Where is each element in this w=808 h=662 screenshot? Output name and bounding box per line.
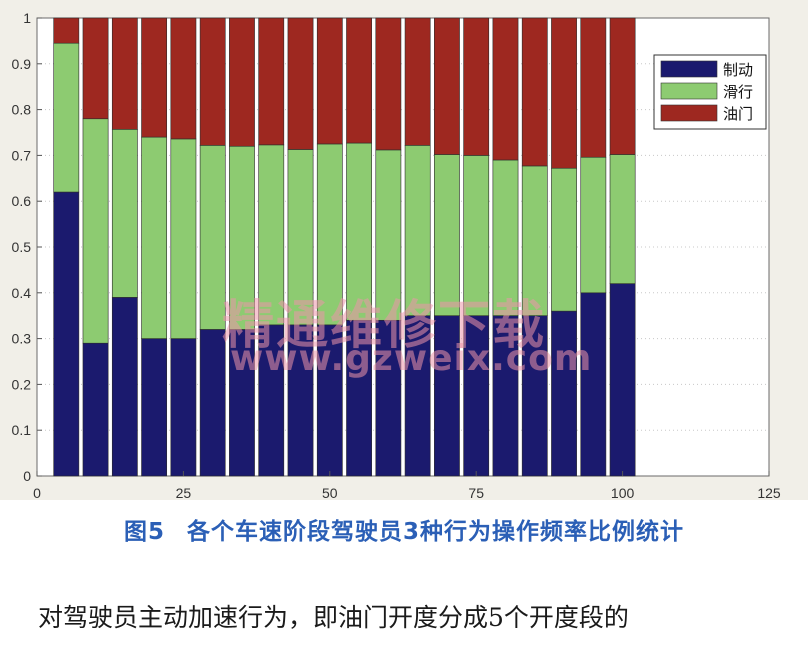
bar-segment-coast bbox=[434, 154, 460, 316]
y-tick-label: 0.7 bbox=[12, 147, 32, 163]
bar-segment-coast bbox=[551, 167, 577, 312]
x-tick-label: 75 bbox=[468, 485, 484, 500]
x-tick-label: 25 bbox=[176, 485, 192, 500]
bar-segment-throttle bbox=[463, 17, 490, 156]
bar-segment-brake bbox=[346, 319, 372, 477]
bar-segment-brake bbox=[316, 324, 343, 477]
bar-segment-brake bbox=[229, 329, 255, 477]
bar-segment-coast bbox=[229, 145, 255, 330]
x-tick-label: 0 bbox=[33, 485, 41, 500]
bar-segment-coast bbox=[404, 145, 431, 317]
x-axis-ticks: 0 25 50 75 100 125 bbox=[33, 471, 781, 500]
bar-segment-coast bbox=[580, 156, 607, 294]
bar-segment-brake bbox=[521, 315, 548, 477]
x-tick-label: 50 bbox=[322, 485, 338, 500]
bar-segment-coast bbox=[53, 42, 80, 193]
x-tick-label: 125 bbox=[757, 485, 781, 500]
body-paragraph: 对驾驶员主动加速行为，即油门开度分成5个开度段的 bbox=[38, 603, 629, 632]
bar-segment-throttle bbox=[258, 17, 285, 146]
y-tick-label: 1 bbox=[23, 10, 31, 26]
bar-segment-brake bbox=[111, 297, 138, 477]
bar-segment-brake bbox=[141, 338, 168, 477]
stacked-bar-chart: 0 0.1 0.2 0.3 0.4 0.5 0.6 0.7 0.8 0.9 1 0 25 50 75 100… bbox=[0, 0, 808, 500]
y-tick-label: 0.5 bbox=[12, 239, 32, 255]
bar-segment-throttle bbox=[170, 17, 197, 140]
bar-segment-coast bbox=[609, 154, 636, 284]
bar-segment-coast bbox=[521, 165, 548, 317]
bar-segment-coast bbox=[111, 128, 138, 298]
legend-label-throttle: 油门 bbox=[723, 105, 753, 123]
y-tick-label: 0.4 bbox=[12, 285, 32, 301]
bar-segment-brake bbox=[170, 338, 197, 477]
bar-segment-brake bbox=[463, 315, 490, 477]
bar-segment-throttle bbox=[287, 17, 314, 150]
bar-segment-brake bbox=[551, 310, 577, 477]
bar-segment-throttle bbox=[521, 17, 548, 167]
figure-caption: 图5 各个车速阶段驾驶员3种行为操作频率比例统计 bbox=[0, 512, 808, 546]
bar-segment-coast bbox=[463, 155, 490, 316]
bar-segment-throttle bbox=[346, 17, 372, 144]
bar-segment-throttle bbox=[434, 17, 460, 155]
y-tick-label: 0.2 bbox=[12, 376, 32, 392]
y-tick-label: 0.8 bbox=[12, 102, 32, 118]
bar-segment-throttle bbox=[199, 17, 226, 146]
bar-segment-throttle bbox=[551, 17, 577, 169]
figure-number: 图5 bbox=[123, 519, 165, 545]
bar-segment-coast bbox=[258, 144, 285, 326]
bar-segment-brake bbox=[404, 315, 431, 477]
bar-segment-throttle bbox=[53, 17, 80, 44]
bar-segment-brake bbox=[375, 319, 402, 477]
y-tick-label: 0.6 bbox=[12, 193, 32, 209]
bar-segment-brake bbox=[199, 329, 226, 477]
bar-segment-brake bbox=[258, 324, 285, 477]
bar-segment-throttle bbox=[404, 17, 431, 146]
bar-segment-brake bbox=[609, 283, 636, 477]
bar-segment-throttle bbox=[316, 17, 343, 145]
bar-segment-coast bbox=[141, 136, 168, 339]
y-tick-label: 0.1 bbox=[12, 422, 32, 438]
x-tick-label: 100 bbox=[611, 485, 635, 500]
bar-segment-brake bbox=[492, 315, 519, 477]
legend-swatch-brake bbox=[660, 60, 718, 78]
bar-segment-throttle bbox=[111, 17, 138, 130]
bar-segment-brake bbox=[53, 191, 80, 477]
bar-segment-throttle bbox=[229, 17, 255, 147]
legend-swatch-throttle bbox=[660, 104, 718, 122]
bar-segment-throttle bbox=[492, 17, 519, 161]
bar-segment-throttle bbox=[375, 17, 402, 151]
bar-segment-brake bbox=[82, 342, 109, 477]
bar-stacks bbox=[53, 17, 636, 477]
bar-segment-coast bbox=[82, 118, 109, 344]
y-tick-label: 0.3 bbox=[12, 331, 32, 347]
bar-segment-brake bbox=[580, 292, 607, 477]
bar-segment-throttle bbox=[609, 17, 636, 155]
bar-segment-throttle bbox=[580, 17, 607, 158]
bar-segment-coast bbox=[316, 143, 343, 326]
legend-label-brake: 制动 bbox=[723, 61, 753, 79]
bar-segment-coast bbox=[375, 149, 402, 321]
bar-segment-coast bbox=[492, 159, 519, 316]
y-axis-ticks: 0 0.1 0.2 0.3 0.4 0.5 0.6 0.7 0.8 0.9 1 bbox=[12, 10, 42, 484]
bar-segment-throttle bbox=[141, 17, 168, 138]
legend-label-coast: 滑行 bbox=[723, 83, 753, 101]
bar-segment-brake bbox=[434, 315, 460, 477]
bar-segment-coast bbox=[346, 142, 372, 321]
bar-segment-brake bbox=[287, 324, 314, 477]
bar-segment-coast bbox=[287, 149, 314, 326]
y-tick-label: 0.9 bbox=[12, 56, 32, 72]
bar-segment-coast bbox=[170, 138, 197, 339]
figure-caption-text: 各个车速阶段驾驶员3种行为操作频率比例统计 bbox=[187, 519, 685, 545]
legend-swatch-coast bbox=[660, 82, 718, 100]
y-tick-label: 0 bbox=[23, 468, 31, 484]
bar-segment-throttle bbox=[82, 17, 109, 120]
bar-segment-coast bbox=[199, 145, 226, 330]
